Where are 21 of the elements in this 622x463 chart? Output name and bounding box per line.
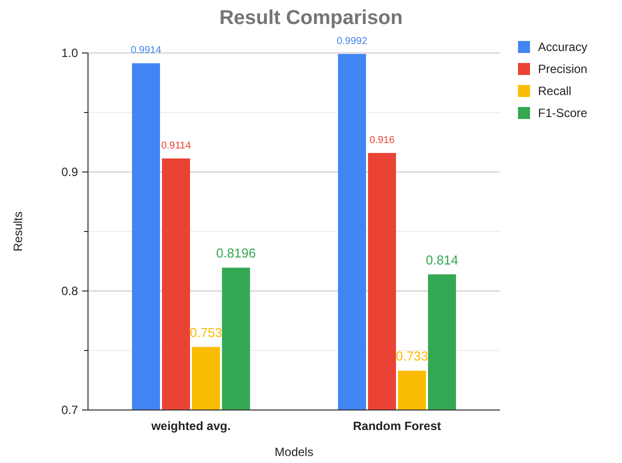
data-label: 0.8196: [216, 246, 256, 261]
y-tick-label: 0.9: [61, 165, 78, 180]
y-tick-label: 1.0: [61, 46, 78, 60]
legend-label: Precision: [538, 62, 588, 76]
x-axis-title: Models: [274, 445, 314, 459]
data-label: 0.9914: [130, 45, 162, 56]
data-label: 0.9992: [336, 36, 368, 47]
legend-label: Recall: [538, 84, 572, 98]
data-label: 0.814: [426, 252, 458, 268]
y-tick-label: 0.7: [61, 403, 78, 418]
chart-title: Result Comparison: [219, 7, 403, 29]
data-label: 0.753: [190, 324, 222, 340]
x-tick-label: Random Forest: [352, 419, 442, 433]
y-axis-title: Results: [11, 211, 25, 252]
y-tick-label: 0.8: [61, 284, 78, 298]
data-label: 0.916: [369, 134, 395, 146]
legend-label: Accuracy: [538, 40, 588, 54]
legend-label: F1-Score: [538, 106, 588, 120]
data-label: 0.733: [396, 348, 428, 364]
x-tick-label: weighted avg.: [150, 419, 231, 433]
data-label: 0.9114: [161, 140, 192, 152]
